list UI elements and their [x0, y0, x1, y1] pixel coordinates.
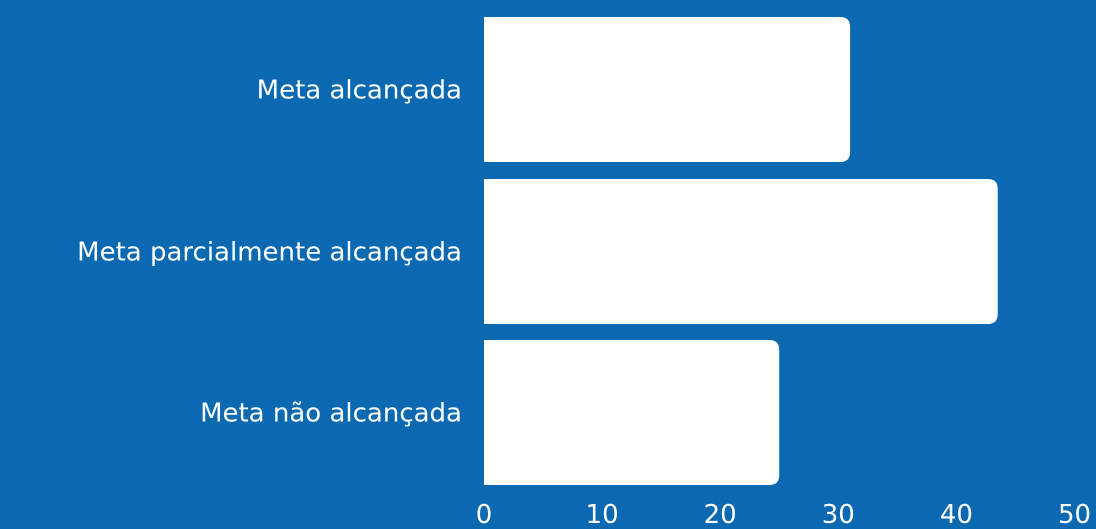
x-tick-label: 30 — [822, 500, 855, 529]
bar-1 — [484, 17, 851, 162]
x-tick-label: 20 — [704, 500, 737, 529]
bar-2 — [484, 179, 998, 324]
category-label: Meta não alcançada — [200, 399, 462, 429]
category-label: Meta alcançada — [257, 76, 462, 106]
x-tick-label: 0 — [476, 500, 493, 529]
bar-3 — [484, 340, 780, 485]
category-label: Meta parcialmente alcançada — [77, 238, 462, 268]
x-tick-label: 40 — [940, 500, 973, 529]
x-tick-label: 50 — [1058, 500, 1091, 529]
x-tick-label: 10 — [586, 500, 619, 529]
